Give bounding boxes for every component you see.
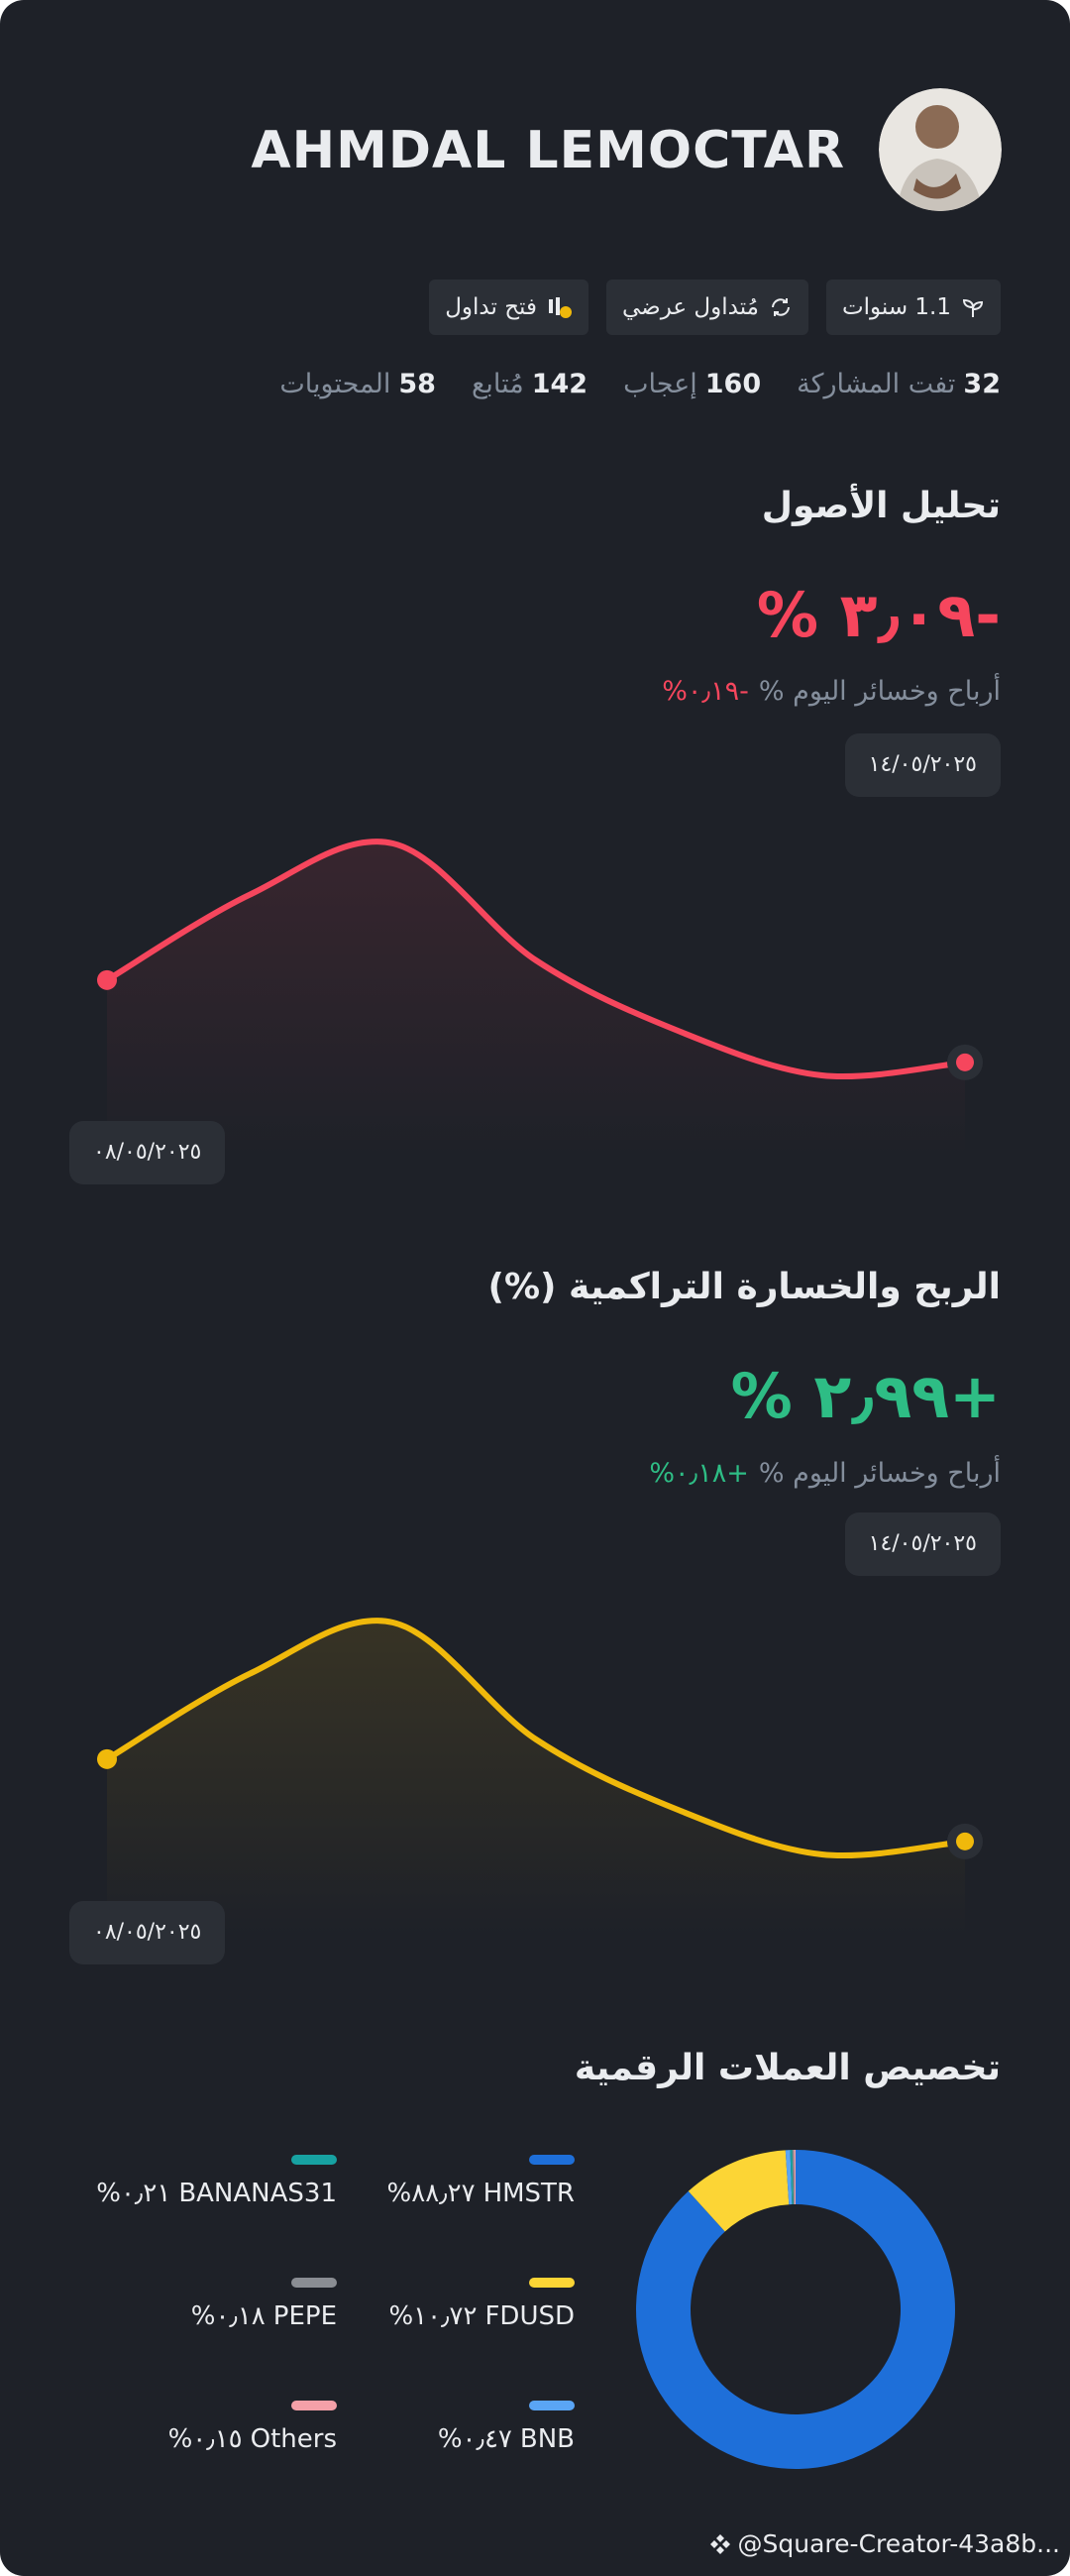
legend-item: %٠٫١٥ Others [168,2424,337,2454]
stat[interactable]: 58المحتويات [279,369,436,399]
daily-label: أرباح وخسائر اليوم % [758,676,1001,707]
tag-text: مُتداول عرضي [622,294,759,320]
icon [962,298,984,317]
legend-label: BNB [519,2424,575,2454]
section-title: تحليل الأصول [761,486,1001,526]
area-fill [107,1621,965,1937]
tag: مُتداول عرضي [606,280,808,335]
area-fill [107,841,965,1158]
section-title: تخصيص العملات الرقمية [574,2048,1001,2088]
stat-label: إعجاب [623,369,697,399]
line [104,1618,968,1859]
stat-value: 58 [398,369,436,399]
legend-item: %٠٫١٨ PEPE [191,2301,337,2331]
headline-value: % ٢٫٩٩+ [730,1360,1001,1432]
headline-value: % ٣٫٠٩- [756,579,1001,651]
tag[interactable]: فتح تداول [429,280,588,335]
donut-slice [785,2150,793,2205]
stat-value: 160 [704,369,762,399]
start-point [97,969,117,990]
stat-label: تفت المشاركة [797,369,956,399]
tag: 1.1 سنوات [825,280,1001,335]
end-date: ١٤/٠٥/٢٠٢٥ [844,733,1001,797]
donut-slice [790,2150,794,2205]
stat-label: مُتابع [471,369,524,399]
legend-swatch [291,2155,337,2165]
legend-label: Others [250,2424,337,2454]
icon [549,297,572,318]
daily-pnl: أرباح وخسائر اليوم % %٠٫١٨+ [649,1458,1001,1489]
tag-text: فتح تداول [445,294,537,320]
legend-item: %١٠٫٧٢ FDUSD [388,2301,575,2331]
stat[interactable]: 142مُتابع [472,369,588,399]
section-title: الربح والخسارة التراكمية (%) [487,1267,1001,1307]
icon [709,2533,730,2554]
donut-slice [688,2150,790,2232]
legend-value: %٠٫١٥ [167,2424,243,2454]
daily-pnl: أرباح وخسائر اليوم % %٠٫١٩- [662,676,1001,707]
legend-label: BANANAS31 [178,2179,337,2208]
legend-value: %٠٫٤٧ [437,2424,512,2454]
legend-value: %٠٫١٨ [190,2301,266,2331]
end-point [956,1832,974,1850]
start-date: ٠٨/٠٥/٢٠٢٥ [69,1901,226,1964]
legend-label: FDUSD [484,2301,575,2331]
user-name: AHMDAL LEMOCTAR [251,121,845,180]
start-point [97,1748,117,1769]
legend-swatch [529,2155,575,2165]
legend-value: %٠٫٢١ [96,2179,171,2208]
stat-value: 142 [531,369,588,399]
stat: 160إعجاب [623,369,761,399]
icon [771,298,790,316]
legend-label: HMSTR [482,2179,575,2208]
donut-slice [635,2150,955,2470]
tag-row: 1.1 سنوات مُتداول عرضي فتح تداول [429,280,1001,335]
legend-swatch [291,2401,337,2410]
donut-slice [792,2150,796,2205]
line [104,839,968,1080]
stats-row: 32تفت المشاركة 160إعجاب 142مُتابع 58المح… [279,369,1001,399]
daily-value: %٠٫١٩- [662,676,749,707]
legend-item: %٠٫٢١ BANANAS31 [96,2179,337,2208]
legend-item: %٠٫٤٧ BNB [438,2424,575,2454]
legend-value: %١٠٫٧٢ [388,2301,478,2331]
end-point [956,1053,974,1071]
daily-label: أرباح وخسائر اليوم % [758,1458,1001,1489]
tag-text: 1.1 سنوات [841,294,951,320]
legend-label: PEPE [272,2301,337,2331]
footer: @Square-Creator-43a8b... [708,2529,1060,2558]
stat-value: 32 [963,369,1001,399]
creator-handle: @Square-Creator-43a8b... [737,2529,1060,2558]
daily-value: %٠٫١٨+ [649,1458,749,1489]
legend-swatch [529,2401,575,2410]
stat: 32تفت المشاركة [797,369,1001,399]
stat-label: المحتويات [279,369,391,399]
legend-swatch [291,2278,337,2288]
end-date: ١٤/٠٥/٢٠٢٥ [844,1512,1001,1576]
donut-slice [794,2150,796,2205]
start-date: ٠٨/٠٥/٢٠٢٥ [69,1121,226,1184]
legend-swatch [529,2278,575,2288]
legend-value: %٨٨٫٢٧ [386,2179,476,2208]
avatar[interactable] [879,88,1002,213]
legend-item: %٨٨٫٢٧ HMSTR [387,2179,575,2208]
